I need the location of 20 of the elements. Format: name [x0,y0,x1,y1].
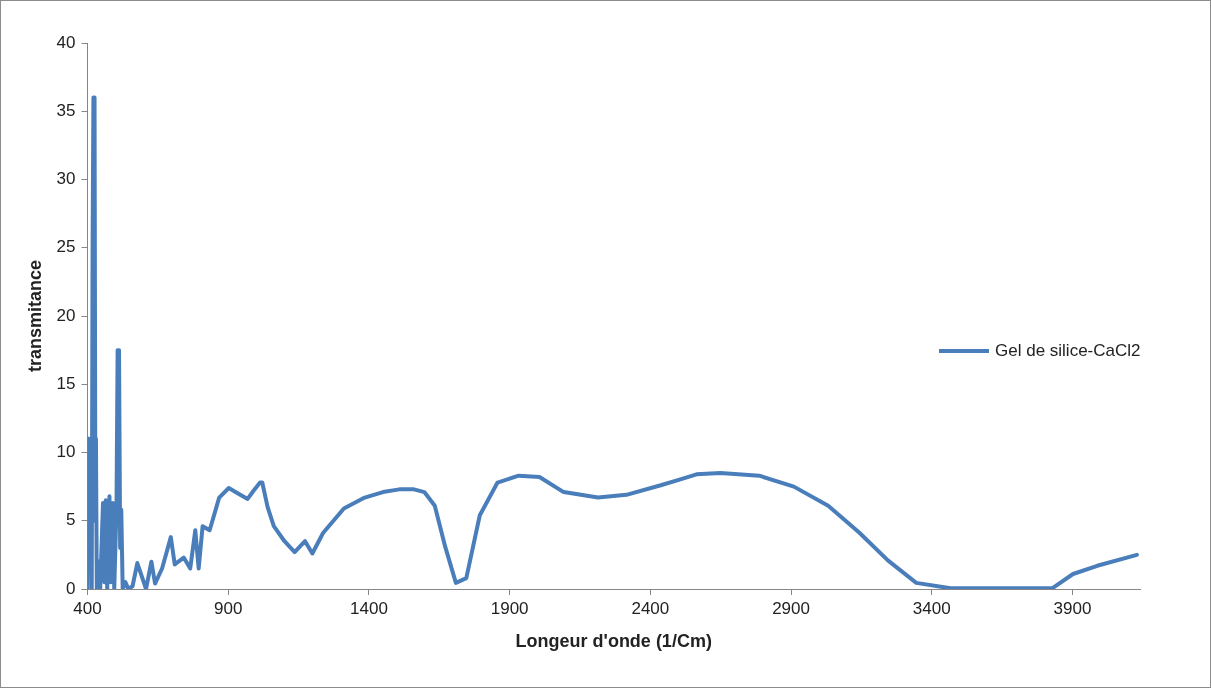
y-tick-label: 20 [56,305,76,325]
x-tick-label: 3900 [1053,598,1092,618]
x-tick-label: 900 [214,598,243,618]
x-axis-title: Longeur d'onde (1/Cm) [515,631,712,652]
y-tick-label: 25 [56,237,76,257]
x-tick-label: 400 [73,598,102,618]
x-tick-label: 3400 [912,598,951,618]
x-tick-label: 2900 [772,598,810,618]
legend-label: Gel de silice-CaCl2 [995,341,1141,361]
y-tick-label: 30 [56,169,76,189]
x-tick-label: 1900 [490,598,529,618]
y-tick-label: 40 [56,32,76,52]
y-tick-label: 5 [66,510,76,530]
y-axis-title: transmitance [24,259,45,373]
y-tick-label: 15 [56,373,76,393]
y-tick-label: 10 [56,442,76,462]
x-tick-label: 2400 [631,598,670,618]
x-tick-label: 1400 [350,598,388,618]
y-tick-label: 0 [66,578,76,598]
y-tick-label: 35 [56,100,76,120]
